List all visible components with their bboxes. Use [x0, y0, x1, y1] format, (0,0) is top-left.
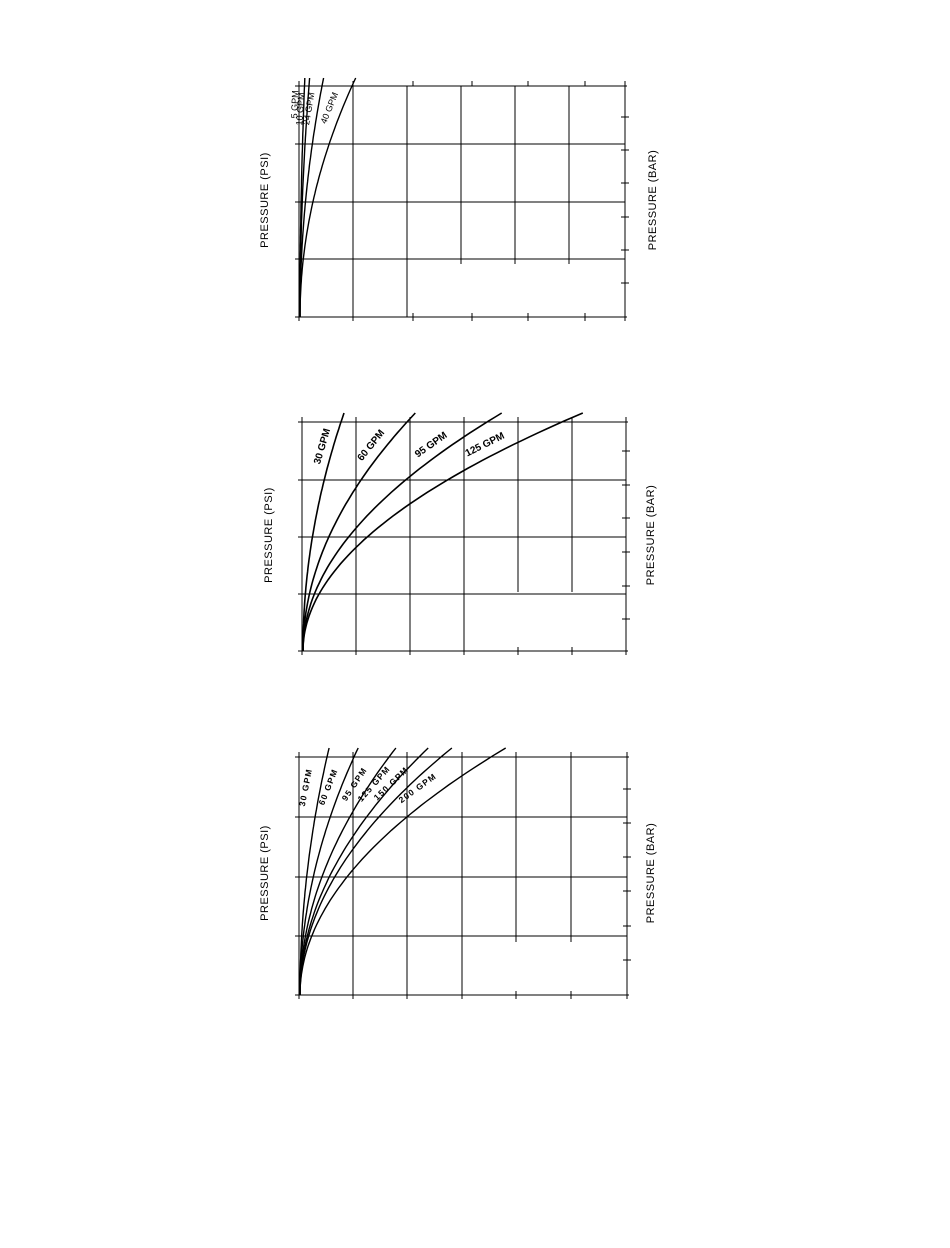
series-line-40-gpm [299, 77, 357, 317]
series-line-24-gpm [299, 77, 325, 317]
right-axis-label: PRESSURE (BAR) [645, 485, 657, 586]
series-label: 60 GPM [356, 428, 388, 463]
series-label: 40 GPM [318, 91, 340, 125]
series-line-30-gpm [299, 747, 330, 995]
series-label: 10 GPM [294, 92, 306, 126]
series-label: 95 GPM [413, 430, 449, 460]
right-axis-label: PRESSURE (BAR) [647, 150, 659, 251]
left-axis-label: PRESSURE (PSI) [263, 487, 275, 583]
left-axis-label: PRESSURE (PSI) [259, 825, 271, 921]
series-line-150-gpm [299, 747, 453, 995]
series-line-60-gpm [302, 412, 416, 651]
series-line-30-gpm [302, 412, 345, 651]
series-line-95-gpm [302, 412, 503, 652]
left-axis-label: PRESSURE (PSI) [259, 152, 271, 248]
right-axis-label: PRESSURE (BAR) [645, 823, 657, 924]
chart-panel-2: PRESSURE (PSI) PRESSURE (BAR)30 GPM 60 GPM… [263, 412, 657, 655]
chart-panel-3: PRESSURE (PSI) PRESSURE (BAR)30 GPM 60 GPM… [259, 747, 657, 999]
series-label: 125 GPM [464, 431, 507, 460]
series-label: 5 GPM [289, 90, 300, 118]
series-line-95-gpm [299, 747, 397, 995]
series-line-125-gpm [302, 412, 584, 652]
series-line-200-gpm [299, 747, 507, 996]
series-line-60-gpm [299, 747, 359, 995]
